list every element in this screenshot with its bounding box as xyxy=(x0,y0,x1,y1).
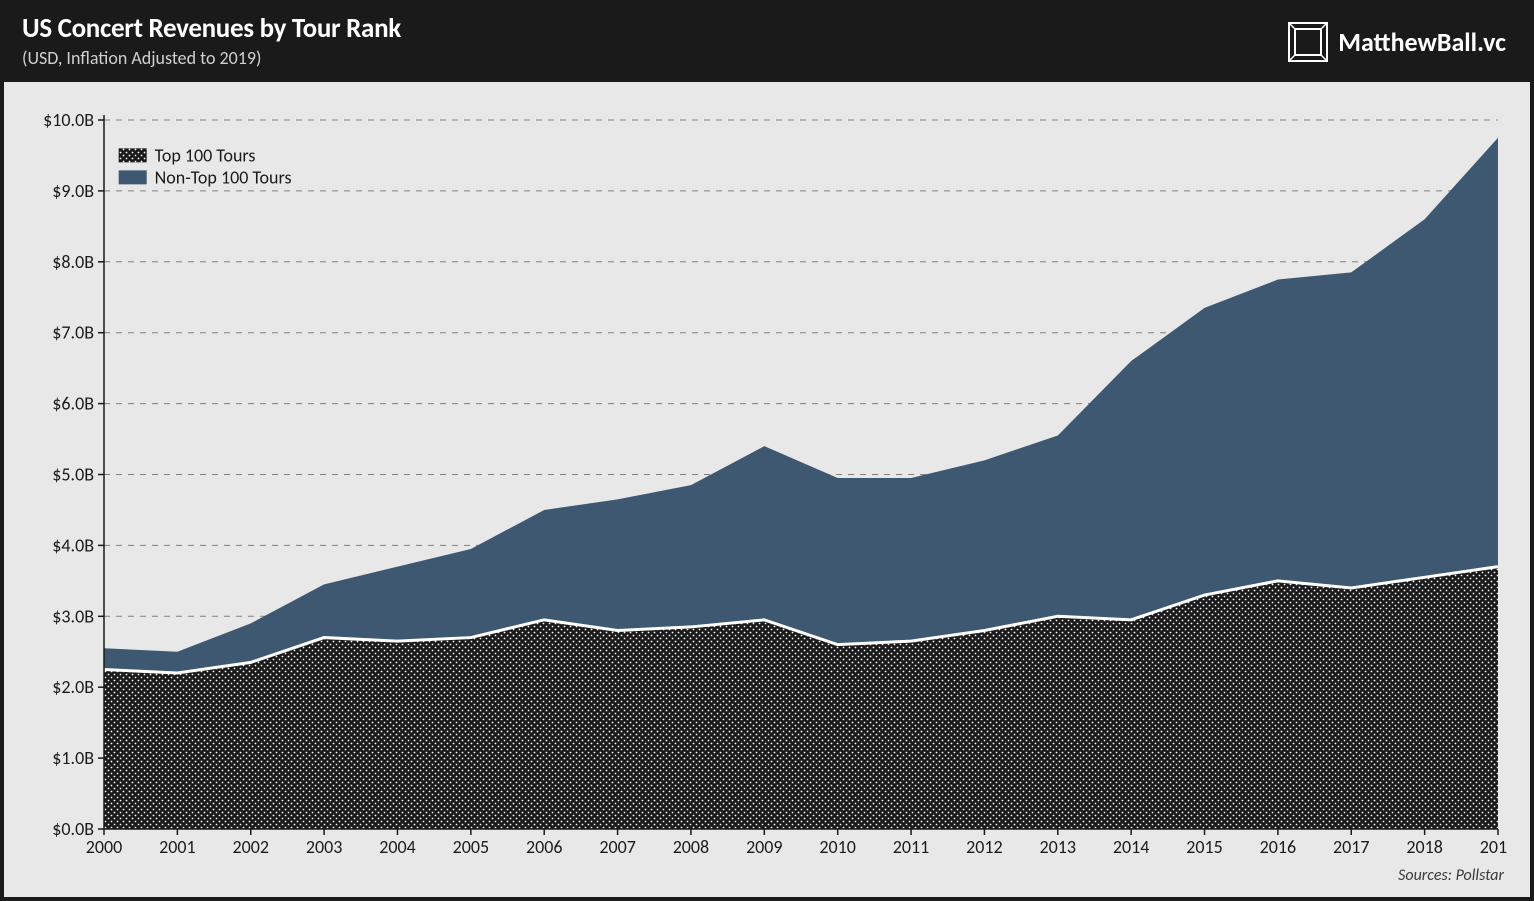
y-tick-label: $6.0B xyxy=(52,393,94,415)
x-tick-label: 2018 xyxy=(1406,836,1443,858)
legend-swatch-nontop xyxy=(119,170,147,184)
x-tick-label: 2006 xyxy=(526,836,563,858)
legend-label: Non-Top 100 Tours xyxy=(155,166,292,188)
x-tick-label: 2000 xyxy=(86,836,123,858)
y-tick-label: $8.0B xyxy=(52,251,94,273)
x-tick-label: 2016 xyxy=(1260,836,1297,858)
chart-svg: $0.0B$1.0B$2.0B$3.0B$4.0B$5.0B$6.0B$7.0B… xyxy=(26,100,1508,863)
y-tick-label: $1.0B xyxy=(52,747,94,769)
x-tick-label: 2008 xyxy=(673,836,710,858)
header-bar: US Concert Revenues by Tour Rank (USD, I… xyxy=(4,4,1530,82)
x-tick-label: 2003 xyxy=(306,836,343,858)
x-tick-label: 2015 xyxy=(1186,836,1223,858)
chart-plot-area: $0.0B$1.0B$2.0B$3.0B$4.0B$5.0B$6.0B$7.0B… xyxy=(26,100,1508,863)
brand-text: MatthewBall.vc xyxy=(1338,26,1506,58)
x-tick-label: 2017 xyxy=(1333,836,1370,858)
x-tick-label: 2012 xyxy=(966,836,1003,858)
x-tick-label: 2007 xyxy=(599,836,636,858)
brand-block: MatthewBall.vc xyxy=(1288,22,1506,62)
x-tick-label: 2019 xyxy=(1480,836,1508,858)
x-tick-label: 2014 xyxy=(1113,836,1150,858)
y-tick-label: $9.0B xyxy=(52,180,94,202)
x-tick-label: 2011 xyxy=(893,836,930,858)
chart-frame: US Concert Revenues by Tour Rank (USD, I… xyxy=(0,0,1534,901)
sources-label: Sources: Pollstar xyxy=(1398,866,1504,885)
y-tick-label: $7.0B xyxy=(52,322,94,344)
x-tick-label: 2004 xyxy=(379,836,416,858)
y-tick-label: $2.0B xyxy=(52,676,94,698)
legend-swatch-top100 xyxy=(119,148,147,162)
x-tick-label: 2013 xyxy=(1040,836,1077,858)
x-tick-label: 2001 xyxy=(159,836,196,858)
x-tick-label: 2002 xyxy=(232,836,269,858)
x-tick-label: 2005 xyxy=(453,836,490,858)
y-tick-label: $4.0B xyxy=(52,534,94,556)
x-tick-label: 2010 xyxy=(819,836,856,858)
x-tick-label: 2009 xyxy=(746,836,783,858)
y-tick-label: $10.0B xyxy=(43,109,94,131)
y-tick-label: $5.0B xyxy=(52,464,94,486)
brand-logo-icon xyxy=(1288,22,1328,62)
legend-label: Top 100 Tours xyxy=(155,144,256,166)
y-tick-label: $3.0B xyxy=(52,605,94,627)
